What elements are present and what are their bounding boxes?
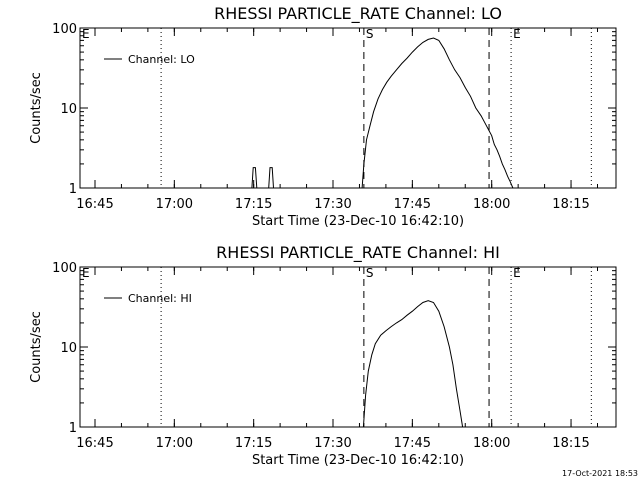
x-tick-label: 17:30	[314, 436, 351, 451]
x-tick-label: 16:45	[76, 436, 113, 451]
chart-title: RHESSI PARTICLE_RATE Channel: HI	[216, 243, 500, 263]
y-axis-label: Counts/sec	[29, 72, 44, 144]
hi-channel-panel: RHESSI PARTICLE_RATE Channel: HI 16:45 17:…	[29, 243, 617, 468]
footer-timestamp: 17-Oct-2021 18:53	[562, 469, 638, 478]
x-tick-label: 16:45	[76, 197, 113, 212]
y-tick-label: 10	[60, 341, 77, 356]
marker-label-s: S	[366, 266, 374, 280]
legend-label: Channel: HI	[128, 292, 192, 305]
data-series-line	[251, 37, 514, 189]
x-tick-label: 17:00	[156, 197, 193, 212]
x-tick-label: 17:45	[394, 197, 431, 212]
x-tick-label: 18:00	[473, 436, 510, 451]
marker-label-e-left: E	[82, 27, 90, 41]
y-tick-label: 100	[52, 22, 77, 37]
data-series-line	[362, 300, 464, 428]
plot-frame	[79, 266, 617, 428]
y-tick-label: 1	[69, 421, 77, 436]
y-tick-label: 10	[60, 102, 77, 117]
lo-channel-panel: RHESSI PARTICLE_RATE Channel: LO 16:45 17:…	[29, 4, 617, 229]
x-tick-label: 17:30	[314, 197, 351, 212]
y-tick-label: 100	[52, 261, 77, 276]
x-tick-label: 18:15	[552, 436, 589, 451]
x-tick-label: 18:15	[552, 197, 589, 212]
y-axis-label: Counts/sec	[29, 311, 44, 383]
chart-title: RHESSI PARTICLE_RATE Channel: LO	[214, 4, 502, 24]
y-tick-label: 1	[69, 182, 77, 197]
x-tick-label: 18:00	[473, 197, 510, 212]
marker-label-e: E	[513, 27, 521, 41]
marker-label-e-left: E	[82, 266, 90, 280]
marker-label-e: E	[513, 266, 521, 280]
x-axis-label: Start Time (23-Dec-10 16:42:10)	[252, 453, 464, 468]
x-axis-label: Start Time (23-Dec-10 16:42:10)	[252, 214, 464, 229]
legend-label: Channel: LO	[128, 53, 195, 66]
plot-frame	[79, 27, 617, 189]
x-tick-label: 17:15	[235, 436, 272, 451]
marker-label-s: S	[366, 27, 374, 41]
x-tick-label: 17:15	[235, 197, 272, 212]
x-tick-label: 17:00	[156, 436, 193, 451]
x-tick-label: 17:45	[394, 436, 431, 451]
